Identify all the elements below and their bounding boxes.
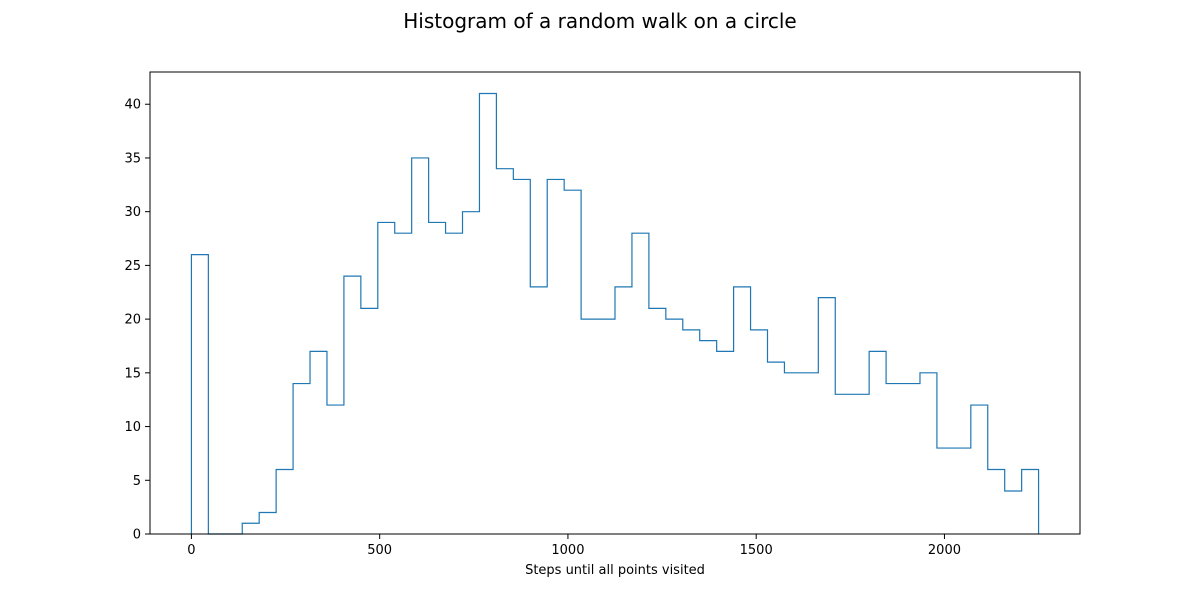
histogram-bin [412, 158, 429, 534]
histogram-bin [513, 179, 530, 534]
histogram-bin [598, 319, 615, 534]
histogram-bin [446, 233, 463, 534]
histogram-bin [1005, 491, 1022, 534]
histogram-bin [344, 276, 361, 534]
histogram-bin [717, 351, 734, 534]
histogram-step-line [190, 92, 1040, 535]
histogram-bin [276, 470, 293, 534]
histogram-bin [835, 394, 852, 534]
histogram-bin [1022, 470, 1039, 534]
histogram-bin [767, 362, 784, 534]
y-tick-label: 20 [124, 313, 141, 328]
histogram-bin [378, 222, 395, 534]
histogram-bin [971, 405, 988, 534]
x-tick-label: 2000 [928, 543, 961, 558]
histogram-bin [615, 287, 632, 534]
x-tick-label: 500 [367, 543, 392, 558]
histogram-bin [869, 351, 886, 534]
histogram-bin [479, 93, 496, 534]
y-tick-label: 0 [133, 528, 141, 543]
histogram-bin [395, 233, 412, 534]
histogram-bin [293, 384, 310, 534]
histogram-bin [242, 523, 259, 534]
y-tick-label: 25 [124, 259, 141, 274]
histogram-bin [191, 255, 208, 534]
chart-title: Histogram of a random walk on a circle [403, 9, 796, 33]
histogram-bin [683, 330, 700, 534]
histogram-bin [784, 373, 801, 534]
x-axis-label: Steps until all points visited [525, 563, 705, 578]
y-tick-label: 10 [124, 420, 141, 435]
histogram-bin [852, 394, 869, 534]
histogram-bin [937, 448, 954, 534]
histogram-bin [310, 351, 327, 534]
y-tick-label: 30 [124, 205, 141, 220]
histogram-bin [327, 405, 344, 534]
histogram-bin [666, 319, 683, 534]
x-tick-label: 1500 [740, 543, 773, 558]
histogram-bin [700, 341, 717, 534]
x-tick-label: 1000 [551, 543, 584, 558]
histogram-bin [886, 384, 903, 534]
histogram-bin [632, 233, 649, 534]
y-axis: 0 5 10 15 20 25 30 35 40 [124, 98, 150, 543]
y-tick-label: 5 [133, 474, 141, 489]
x-tick-label: 0 [187, 543, 195, 558]
histogram-bin [988, 470, 1005, 534]
y-tick-label: 15 [124, 366, 141, 381]
histogram-bin [751, 330, 768, 534]
x-axis: 0 500 1000 1500 2000 [187, 534, 961, 558]
histogram-bin [903, 384, 920, 534]
histogram-bin [547, 179, 564, 534]
y-tick-label: 40 [124, 98, 141, 113]
histogram-bin [581, 319, 598, 534]
histogram-bin [259, 513, 276, 534]
histogram-bin [496, 169, 513, 534]
histogram-bin [564, 190, 581, 534]
histogram-bin [463, 212, 480, 534]
histogram-bin [734, 287, 751, 534]
axes-frame [149, 71, 1081, 535]
histogram-bin [649, 308, 666, 534]
histogram-bin [920, 373, 937, 534]
histogram-bin [818, 298, 835, 534]
histogram-bin [530, 287, 547, 534]
histogram-bin [954, 448, 971, 534]
y-tick-label: 35 [124, 151, 141, 166]
histogram-bin [801, 373, 818, 534]
histogram-bin [361, 308, 378, 534]
histogram-bin [429, 222, 446, 534]
